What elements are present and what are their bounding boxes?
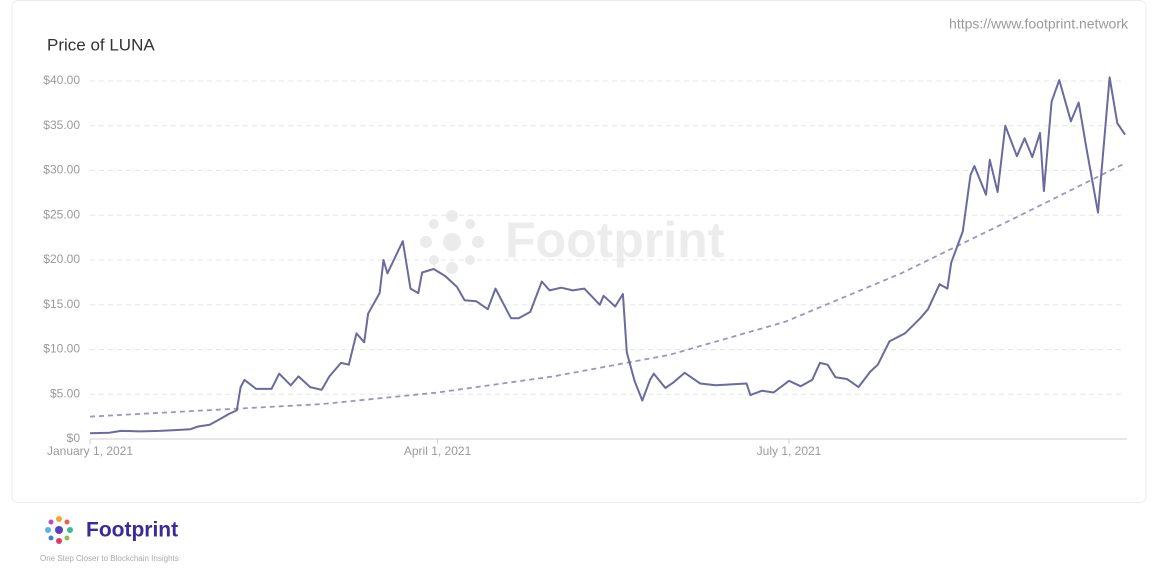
y-tick-label: $5.00 bbox=[50, 386, 80, 400]
footer-tagline: One Step Closer to Blockchain Insights bbox=[40, 554, 179, 563]
chart-title: Price of LUNA bbox=[47, 35, 155, 54]
y-tick-label: $0 bbox=[67, 431, 81, 445]
y-tick-label: $15.00 bbox=[43, 297, 80, 311]
watermark: Footprint bbox=[505, 212, 725, 268]
footer-brand: Footprint bbox=[86, 519, 178, 542]
x-tick-label: July 1, 2021 bbox=[757, 444, 822, 458]
price-line bbox=[89, 76, 1126, 435]
x-tick-label: January 1, 2021 bbox=[47, 444, 133, 458]
trend-line bbox=[89, 162, 1126, 418]
card bbox=[11, 0, 1147, 503]
watermark-logo bbox=[420, 210, 484, 274]
y-tick-label: $30.00 bbox=[43, 163, 80, 177]
y-tick-label: $25.00 bbox=[43, 207, 80, 221]
footer-logo bbox=[45, 516, 73, 544]
y-tick-label: $40.00 bbox=[43, 73, 80, 87]
x-tick-label: April 1, 2021 bbox=[404, 444, 472, 458]
y-tick-label: $20.00 bbox=[43, 252, 80, 266]
source-url: https://www.footprint.network bbox=[949, 16, 1129, 32]
y-tick-label: $10.00 bbox=[43, 342, 80, 356]
y-tick-label: $35.00 bbox=[43, 118, 80, 132]
